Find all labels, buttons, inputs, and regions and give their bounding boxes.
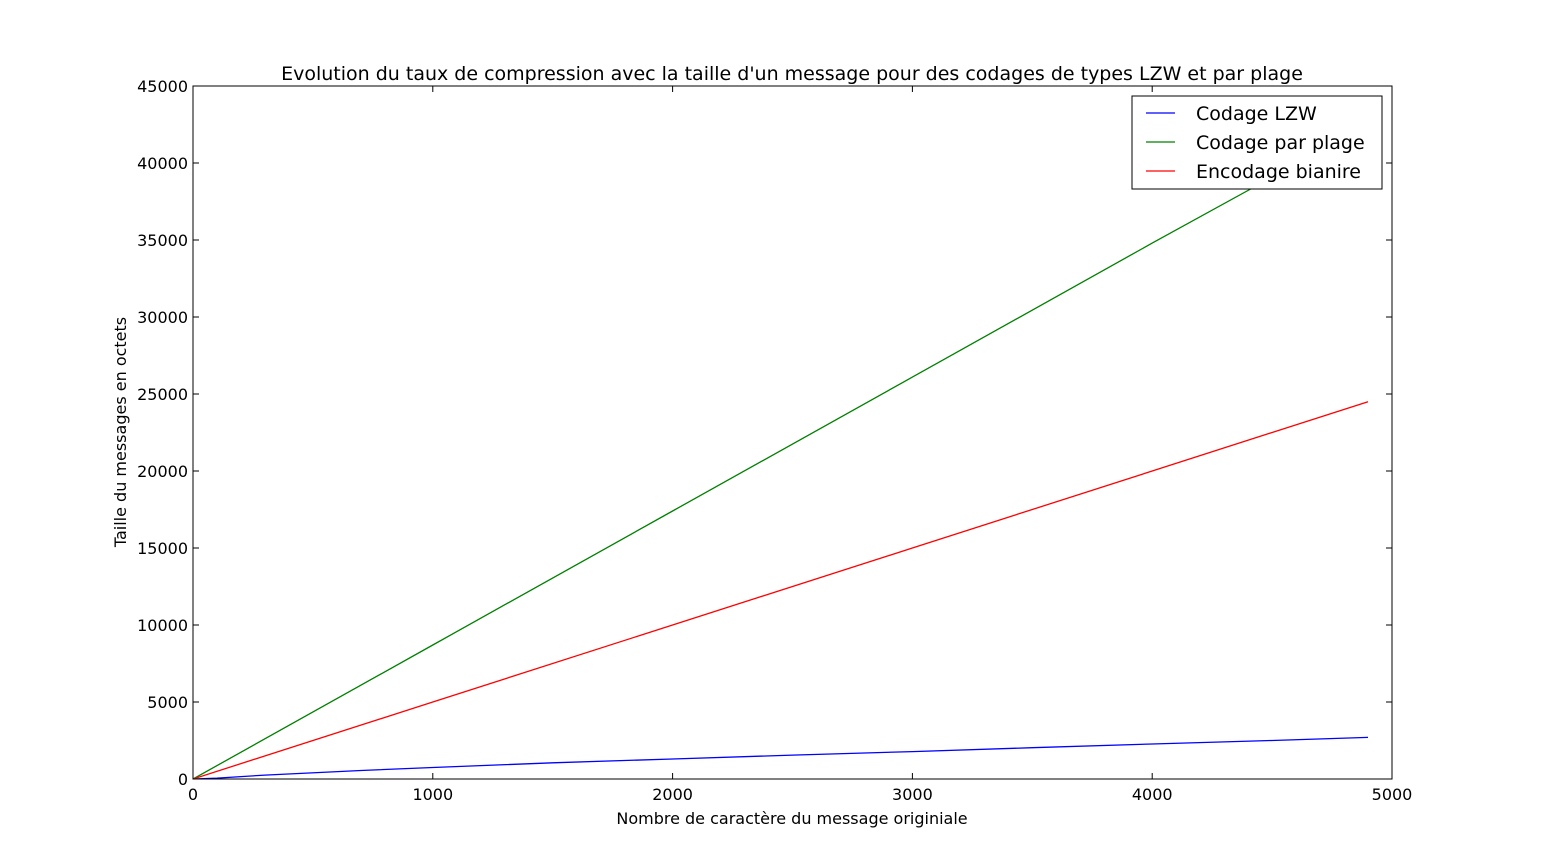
x-tick-label: 1000 [412, 785, 453, 804]
ticks-layer: 0 1000 2000 3000 4000 5000 0 5000 10000 15000 2000… [137, 77, 1412, 804]
legend-label-3: Encodage bianire [1196, 161, 1361, 183]
legend: Codage LZW Codage par plage Encodage biani… [1131, 95, 1383, 190]
x-tick-label: 3000 [892, 785, 933, 804]
series-line-3 [193, 401, 1369, 779]
y-tick-label: 40000 [137, 154, 188, 173]
y-tick-label: 25000 [137, 385, 188, 404]
x-tick-label: 4000 [1132, 785, 1173, 804]
legend-label-1: Codage LZW [1196, 103, 1317, 125]
y-tick-label: 45000 [137, 77, 188, 96]
y-tick-label: 20000 [137, 462, 188, 481]
plot-area-frame [192, 85, 1393, 780]
series-line-2 [193, 123, 1369, 779]
x-tick-label: 2000 [652, 785, 693, 804]
x-tick-label: 0 [188, 785, 198, 804]
y-tick-label: 35000 [137, 231, 188, 250]
series-layer [193, 123, 1369, 779]
y-axis-label: Taille du messages en octets [111, 317, 130, 548]
x-axis-label: Nombre de caractère du message originial… [616, 809, 967, 828]
y-tick-label: 30000 [137, 308, 188, 327]
y-tick-label: 5000 [147, 693, 188, 712]
y-tick-label: 0 [178, 770, 188, 789]
legend-label-2: Codage par plage [1196, 132, 1365, 154]
chart-title: Evolution du taux de compression avec la… [281, 63, 1303, 85]
x-tick-label: 5000 [1372, 785, 1413, 804]
series-line-1 [193, 736, 1369, 779]
y-tick-label: 10000 [137, 616, 188, 635]
y-tick-label: 15000 [137, 539, 188, 558]
